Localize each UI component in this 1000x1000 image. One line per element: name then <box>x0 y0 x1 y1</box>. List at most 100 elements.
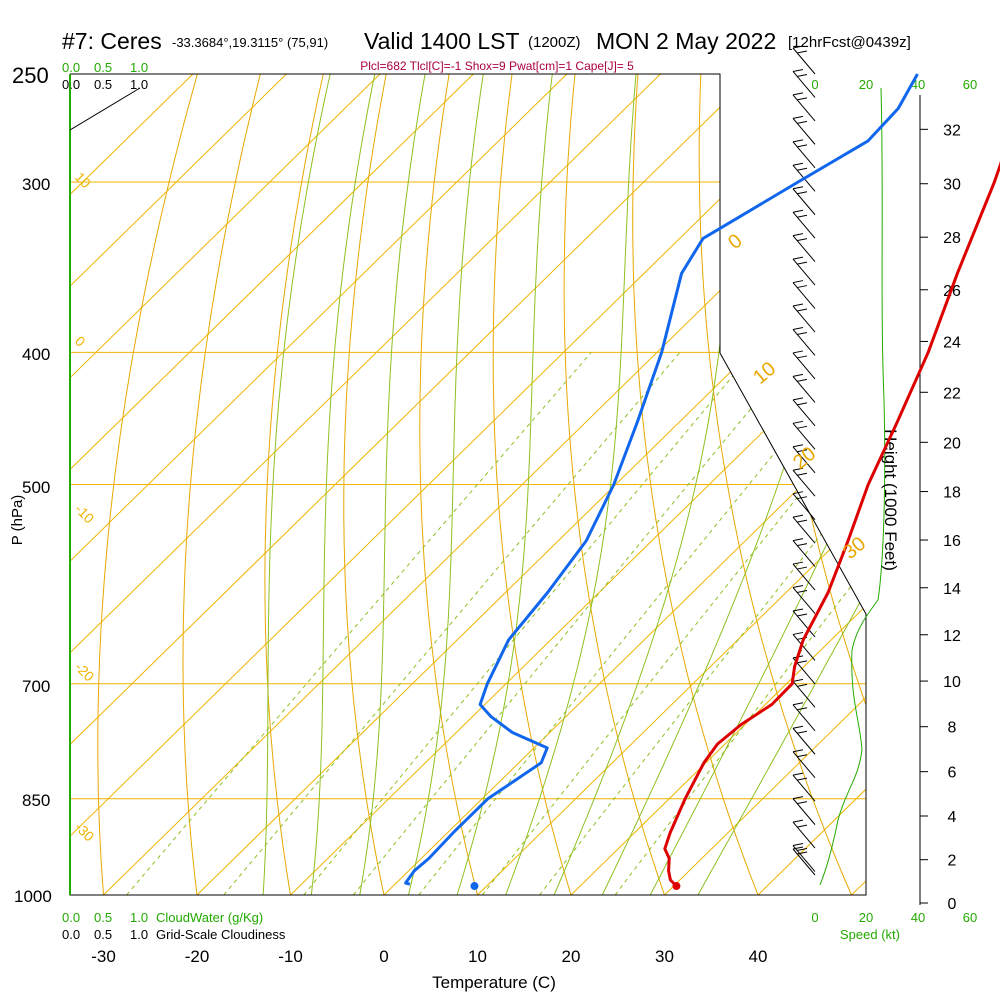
height-tick-label: 30 <box>943 177 961 194</box>
barb-flag <box>792 561 804 565</box>
speed-tick-bottom-40: 40 <box>911 910 925 925</box>
cloud-tick-bottom-black-0: 0.0 <box>62 927 80 942</box>
barb-flag <box>792 303 804 307</box>
isotherm-label: -30 <box>72 819 98 845</box>
dry-adiabat-label: 10 <box>749 358 780 389</box>
barb-staff <box>792 188 816 216</box>
barb-staff <box>792 848 816 876</box>
barb-flag <box>796 848 808 852</box>
barb-flag <box>792 45 804 49</box>
isotherm-line <box>70 74 474 895</box>
barb-staff <box>792 235 816 262</box>
pressure-label-500: 500 <box>22 478 50 497</box>
barb-flag <box>796 449 808 453</box>
barb-flag <box>792 631 804 635</box>
temperature-profile <box>663 161 1000 888</box>
station-name: #7: Ceres <box>62 28 162 54</box>
wind-barb <box>792 420 816 450</box>
barb-flag <box>796 120 808 124</box>
barb-flag <box>792 115 804 119</box>
moist-adiabat <box>307 74 376 895</box>
mixing-ratio-label: 20 <box>616 892 638 914</box>
mixing-ratio-line <box>126 351 592 895</box>
station-coords: -33.3684°,19.3115° (75,91) <box>172 35 328 50</box>
barb-flag <box>796 378 808 382</box>
height-tick-label: 10 <box>943 674 961 691</box>
dry-adiabat-label: 0 <box>724 230 747 254</box>
barb-flag <box>792 796 804 800</box>
wind-barb <box>792 678 816 708</box>
dry-adiabat <box>97 74 205 895</box>
barb-staff <box>792 563 816 591</box>
speed-tick-bottom-60: 60 <box>963 910 977 925</box>
speed-tick-bottom-0: 0 <box>811 910 818 925</box>
barb-staff <box>792 446 816 474</box>
barb-flag <box>792 68 804 72</box>
height-tick-label: 20 <box>943 435 961 452</box>
barb-flag <box>796 683 808 687</box>
isotherm-line <box>70 74 848 895</box>
barb-flag <box>792 350 804 354</box>
barb-flag <box>796 402 808 406</box>
temperature-tick-label: -20 <box>185 947 210 966</box>
height-tick-label: 0 <box>948 896 957 913</box>
pressure-label-250: 250 <box>12 63 49 88</box>
barb-flag <box>792 514 804 518</box>
mixing-ratio-line <box>223 351 681 895</box>
pressure-axis: 250 300 400 500 700 850 1000 P (hPa) <box>9 63 52 906</box>
barb-flag <box>792 92 804 96</box>
speed-tick-top-60: 60 <box>963 77 977 92</box>
pressure-label-400: 400 <box>22 345 50 364</box>
wind-barb <box>792 514 816 544</box>
pressure-label-700: 700 <box>22 677 50 696</box>
barb-flag <box>792 749 804 753</box>
mixing-ratio-label: 3 <box>354 897 371 914</box>
isotherm-line <box>290 74 866 895</box>
isotherm-line <box>757 74 866 895</box>
isotherm-line <box>70 74 568 895</box>
temperature-tick-label: -10 <box>278 947 303 966</box>
cloud-tick-top-black-1: 0.5 <box>94 77 112 92</box>
barb-staff <box>792 94 816 122</box>
barb-staff <box>792 329 816 356</box>
barb-flag <box>796 261 808 265</box>
wind-barbs <box>792 45 816 876</box>
mixing-ratio-line <box>352 351 798 895</box>
wind-barb <box>792 256 816 286</box>
barb-staff <box>792 211 816 239</box>
isotherm-label: -20 <box>72 659 98 685</box>
dry-adiabat-label: 30 <box>839 533 870 564</box>
temperature-axis: -30 -20 -10 0 10 20 30 40 <box>91 947 767 966</box>
barb-staff <box>792 634 816 661</box>
wind-barb <box>792 45 816 75</box>
height-tick-label: 24 <box>943 334 961 351</box>
barb-flag <box>792 678 804 682</box>
barb-flag <box>796 660 808 664</box>
dry-adiabat <box>343 74 392 895</box>
dry-adiabat <box>698 74 865 895</box>
height-tick-label: 28 <box>943 230 961 247</box>
barb-staff <box>792 751 816 779</box>
barb-staff <box>792 141 816 169</box>
isotherm-label: 0 <box>72 333 89 350</box>
barb-staff <box>792 845 816 872</box>
pressure-label-850: 850 <box>22 791 50 810</box>
moist-adiabat <box>494 74 637 895</box>
dewpoint-profile <box>404 73 919 886</box>
dry-adiabat <box>264 74 330 895</box>
moist-adiabat <box>400 74 484 895</box>
barb-flag <box>792 280 804 284</box>
cloud-tick-bottom-green-0: 0.0 <box>62 910 80 925</box>
wind-barb <box>792 846 816 876</box>
wind-barb <box>792 115 816 145</box>
barb-flag <box>796 543 808 547</box>
barb-staff <box>792 399 816 427</box>
barb-flag <box>796 167 808 171</box>
mixing-ratio-label: 2 <box>305 897 322 914</box>
height-tick-label: 8 <box>948 720 957 737</box>
height-tick-label: 6 <box>948 765 957 782</box>
barb-flag <box>792 491 804 495</box>
barb-flag <box>792 725 804 729</box>
temperature-tick-label: 40 <box>749 947 768 966</box>
